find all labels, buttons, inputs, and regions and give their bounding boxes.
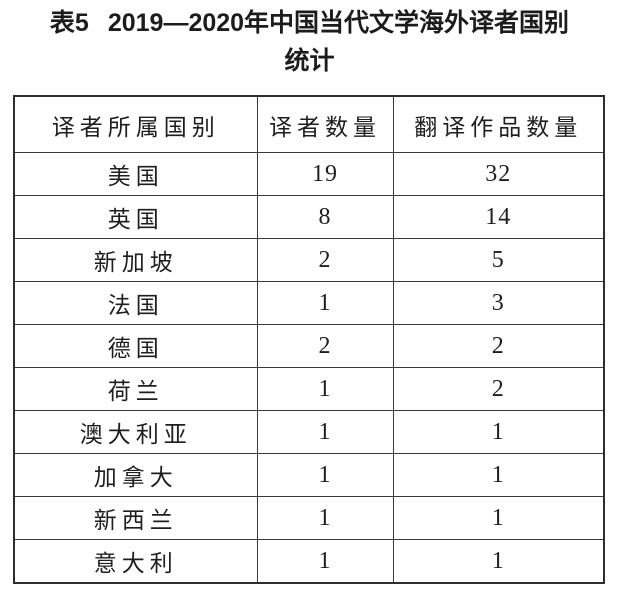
cell-works: 5: [392, 238, 605, 282]
cell-works: 14: [392, 195, 605, 239]
header-works-count: 翻译作品数量: [392, 95, 605, 153]
table-caption: 表5 2019—2020年中国当代文学海外译者国别 统计: [0, 4, 619, 80]
cell-translators: 1: [256, 539, 394, 584]
cell-country: 德国: [13, 324, 258, 368]
cell-works: 1: [392, 539, 605, 584]
cell-translators: 2: [256, 238, 394, 282]
table-row: 新加坡 2 5: [13, 238, 605, 282]
cell-country: 英国: [13, 195, 258, 239]
cell-translators: 1: [256, 453, 394, 497]
cell-works: 3: [392, 281, 605, 325]
cell-translators: 19: [256, 152, 394, 196]
cell-translators: 1: [256, 281, 394, 325]
cell-country: 意大利: [13, 539, 258, 584]
cell-country: 法国: [13, 281, 258, 325]
table-row: 法国 1 3: [13, 281, 605, 325]
cell-translators: 1: [256, 410, 394, 454]
cell-translators: 8: [256, 195, 394, 239]
cell-translators: 1: [256, 496, 394, 540]
cell-works: 32: [392, 152, 605, 196]
table-row: 荷兰 1 2: [13, 367, 605, 411]
cell-works: 1: [392, 496, 605, 540]
cell-works: 2: [392, 324, 605, 368]
table-row: 美国 19 32: [13, 152, 605, 196]
caption-line-2: 统计: [284, 47, 335, 75]
cell-country: 新加坡: [13, 238, 258, 282]
translator-country-table: 译者所属国别 译者数量 翻译作品数量 美国 19 32 英国 8 14 新加坡 …: [13, 95, 605, 584]
cell-country: 新西兰: [13, 496, 258, 540]
cell-works: 2: [392, 367, 605, 411]
cell-country: 美国: [13, 152, 258, 196]
table-row: 加拿大 1 1: [13, 453, 605, 497]
cell-country: 加拿大: [13, 453, 258, 497]
header-translator-count: 译者数量: [256, 95, 394, 153]
header-country: 译者所属国别: [13, 95, 258, 153]
table-row: 英国 8 14: [13, 195, 605, 239]
table-row: 意大利 1 1: [13, 539, 605, 584]
cell-translators: 2: [256, 324, 394, 368]
cell-works: 1: [392, 453, 605, 497]
table-row: 澳大利亚 1 1: [13, 410, 605, 454]
cell-country: 澳大利亚: [13, 410, 258, 454]
caption-line-1: 表5 2019—2020年中国当代文学海外译者国别: [0, 4, 619, 42]
caption-title-text: 2019—2020年中国当代文学海外译者国别: [107, 9, 570, 37]
cell-country: 荷兰: [13, 367, 258, 411]
table-row: 德国 2 2: [13, 324, 605, 368]
caption-table-number: 表5: [49, 9, 89, 37]
cell-works: 1: [392, 410, 605, 454]
table-row: 新西兰 1 1: [13, 496, 605, 540]
cell-translators: 1: [256, 367, 394, 411]
header-row: 译者所属国别 译者数量 翻译作品数量: [13, 95, 605, 153]
